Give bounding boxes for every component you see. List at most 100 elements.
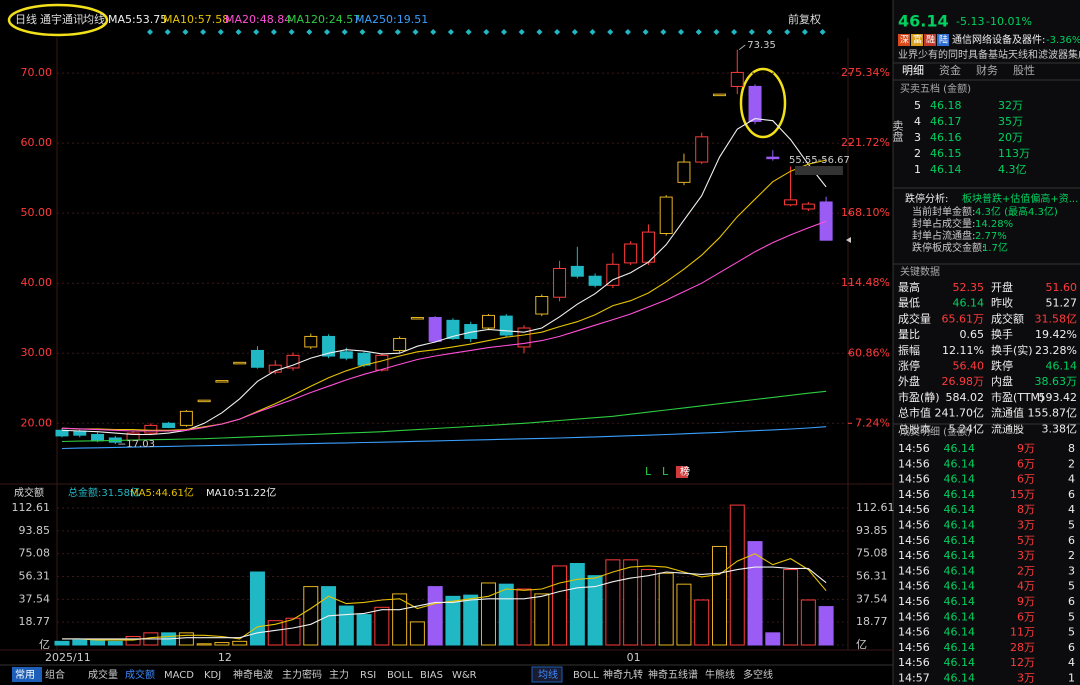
stock-name[interactable]: 通宇通讯 [40, 13, 84, 26]
tab[interactable]: BOLL [573, 670, 599, 681]
key-label: 市盈(静) [898, 390, 940, 404]
vol-title[interactable]: 成交额 [14, 486, 44, 499]
tab[interactable]: 主力密码 [282, 668, 322, 681]
indicator[interactable]: 均线 [83, 12, 105, 26]
event-marker [430, 29, 437, 35]
trade-time: 14:56 [898, 610, 930, 623]
key-label: 跌停 [991, 359, 1013, 373]
ma-line [61, 390, 827, 443]
vol-tick-label: 112.61 [12, 501, 51, 514]
tab[interactable]: 成交额 [125, 668, 155, 681]
candle-body [197, 399, 211, 403]
vol-bar [552, 565, 568, 646]
event-marker [324, 29, 330, 35]
analysis-label: 跌停板成交金额: [912, 241, 985, 254]
vol-bar [800, 599, 816, 646]
tab[interactable]: 牛熊线 [705, 668, 735, 681]
low-label: 17.03 [126, 439, 155, 450]
tab[interactable]: BOLL [387, 670, 413, 681]
trade-amount: 3万 [1017, 519, 1035, 532]
tab[interactable]: RSI [360, 670, 376, 681]
ma-line [61, 220, 827, 432]
trade-time: 14:56 [898, 549, 930, 562]
tab[interactable]: 明细 [902, 64, 924, 77]
tab[interactable]: 股性 [1013, 63, 1035, 77]
key-value: 26.98万 [942, 375, 985, 388]
vol-bar [569, 562, 585, 646]
tab[interactable]: 多空线 [743, 668, 773, 681]
key-value: 23.28% [1035, 344, 1077, 357]
section-title: 关键数据 [900, 265, 940, 278]
tab[interactable]: 资金 [939, 63, 961, 77]
trade-price: 46.14 [944, 580, 976, 593]
event-marker [235, 29, 242, 35]
tab[interactable]: 常用 [15, 668, 35, 681]
event-marker [801, 29, 808, 35]
key-label: 成交额 [991, 311, 1024, 325]
key-label: 内盘 [991, 374, 1013, 388]
event-marker [642, 29, 649, 35]
tab[interactable]: W&R [452, 670, 477, 681]
change: -5.13 [956, 15, 984, 28]
tab[interactable]: 神奇九转 [603, 668, 643, 681]
badge: 深 [900, 35, 909, 46]
candle-body [588, 275, 602, 286]
trade-time: 14:56 [898, 519, 930, 532]
tab[interactable]: 财务 [976, 63, 998, 77]
event-marker [200, 29, 207, 35]
adjust[interactable]: 前复权 [788, 12, 821, 26]
y2-tick-label: 114.48% [841, 276, 890, 289]
vol-bar [196, 643, 212, 646]
vol-bar [72, 639, 88, 646]
key-value: 584.02 [946, 391, 985, 404]
trade-count: 2 [1068, 549, 1075, 562]
trade-amount: 3万 [1017, 672, 1035, 685]
key-value: 46.14 [1046, 360, 1078, 373]
vol-bar [409, 621, 425, 646]
tab[interactable]: 成交量 [88, 668, 118, 681]
trade-price: 46.14 [944, 564, 976, 577]
level: 4 [914, 115, 921, 128]
tab[interactable]: 主力 [329, 668, 349, 681]
tab[interactable]: 组合 [45, 668, 65, 681]
vol-bar [90, 639, 106, 646]
event-marker [501, 29, 507, 35]
key-value: 46.14 [953, 297, 985, 310]
ma-line [61, 426, 827, 450]
ask-amount: 20万 [998, 131, 1023, 144]
candle-body [748, 85, 762, 122]
vol-bar [445, 595, 461, 646]
trade-count: 1 [1068, 672, 1075, 685]
candle-body [250, 349, 264, 368]
event-marker [748, 29, 755, 35]
tab[interactable]: 神奇电波 [233, 668, 273, 681]
tab[interactable]: MACD [164, 670, 194, 681]
candle-body [144, 424, 158, 434]
x-tick-label: 12 [218, 651, 232, 664]
tab[interactable]: BIAS [420, 670, 443, 681]
trade-amount: 28万 [1010, 641, 1035, 654]
vol-legend: MA10:51.22亿 [206, 486, 276, 499]
trade-time: 14:56 [898, 580, 930, 593]
candle-body [677, 161, 691, 183]
key-value: 51.60 [1046, 281, 1078, 294]
trade-price: 46.14 [944, 503, 976, 516]
tab[interactable]: KDJ [204, 670, 221, 681]
trade-price: 46.14 [944, 519, 976, 532]
trade-time: 14:56 [898, 488, 930, 501]
vol-tick-label: 93.85 [19, 524, 51, 537]
sector-change: -3.36% [1046, 35, 1080, 46]
badge: 融 [926, 35, 935, 46]
section-title: 成交明细 (金额) [900, 425, 971, 438]
key-label: 成交量 [898, 311, 931, 325]
period[interactable]: 日线 [15, 12, 37, 26]
trade-time: 14:56 [898, 656, 930, 669]
event-marker [270, 29, 277, 35]
analysis-value: 14.28% [975, 219, 1013, 230]
key-label: 最高 [898, 280, 920, 294]
price-pointer [846, 237, 851, 243]
tab[interactable]: 均线 [538, 668, 558, 681]
key-value: 241.70亿 [935, 407, 985, 420]
x-tick-label: 01 [627, 651, 641, 664]
tab[interactable]: 神奇五线谱 [648, 668, 698, 681]
